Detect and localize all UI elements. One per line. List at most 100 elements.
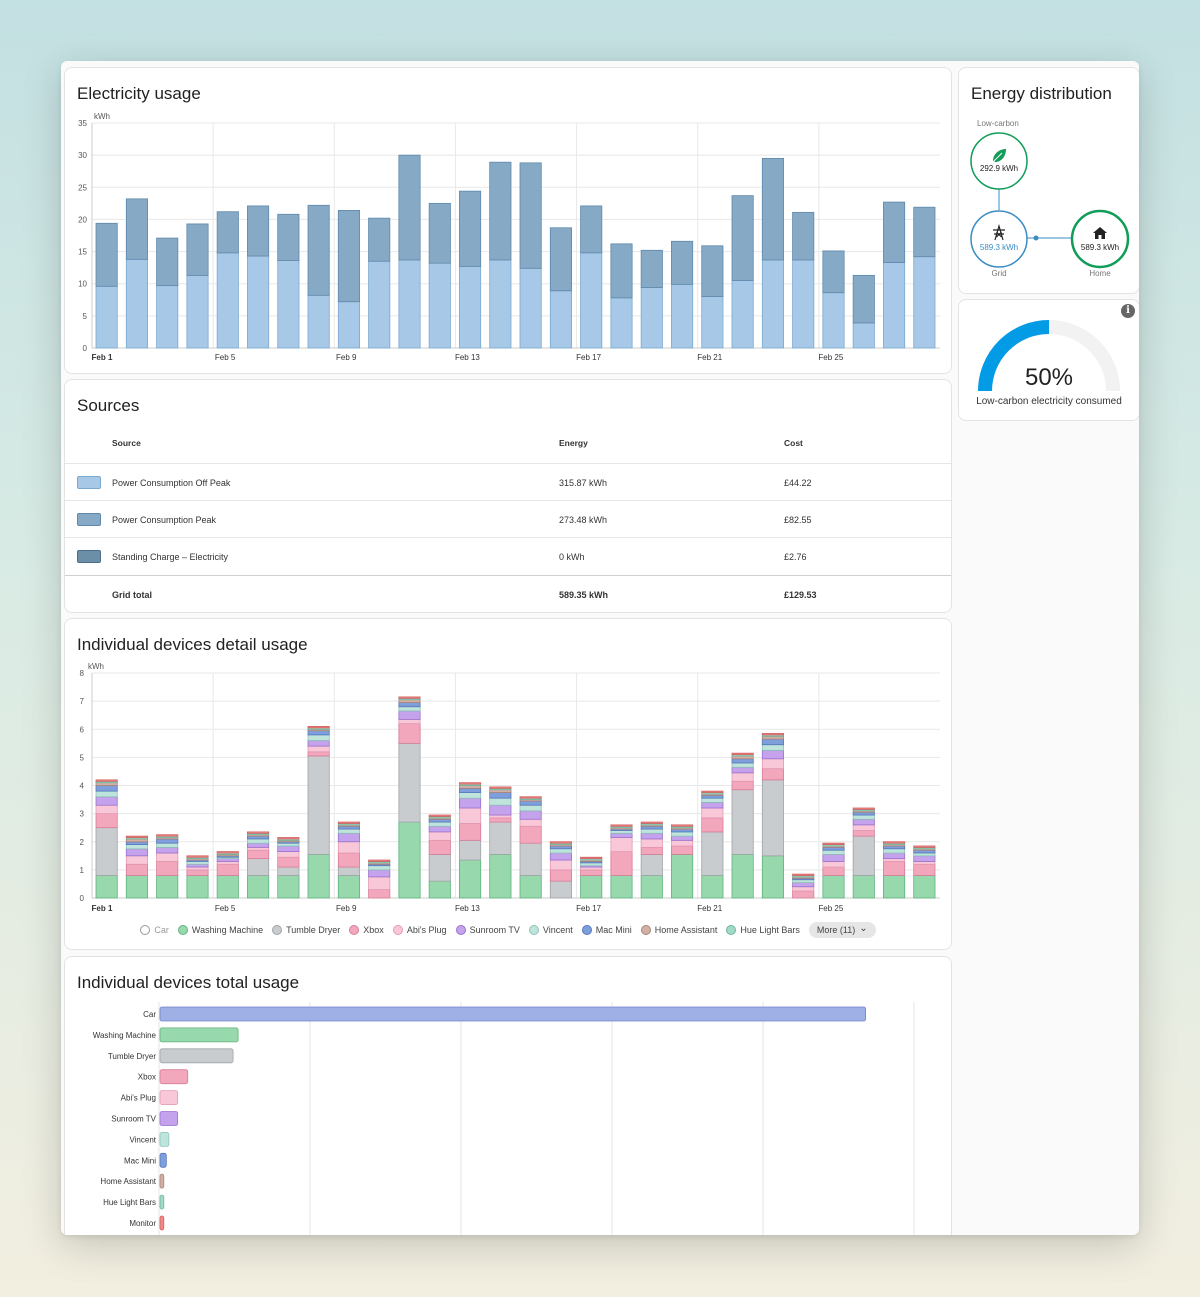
device-bar-segment[interactable] [156, 842, 179, 848]
device-bar-segment[interactable] [671, 828, 694, 833]
device-bar-segment[interactable] [186, 869, 209, 876]
device-bar-segment[interactable] [883, 841, 906, 844]
device-bar-segment[interactable] [337, 825, 360, 830]
device-bar-segment[interactable] [125, 863, 148, 876]
device-bar-segment[interactable] [671, 831, 694, 837]
usage-bar-segment[interactable] [701, 245, 724, 297]
device-bar-segment[interactable] [337, 832, 360, 843]
device-bar-segment[interactable] [459, 785, 482, 789]
device-bar-segment[interactable] [519, 875, 542, 899]
usage-bar-segment[interactable] [459, 190, 482, 267]
device-bar-segment[interactable] [580, 875, 603, 899]
device-bar-segment[interactable] [125, 844, 148, 850]
device-bar-segment[interactable] [640, 828, 663, 834]
usage-bar-segment[interactable] [671, 283, 694, 349]
device-bar-segment[interactable] [489, 786, 512, 789]
device-bar-segment[interactable] [398, 719, 421, 725]
device-bar-segment[interactable] [701, 794, 724, 799]
source-color-swatch[interactable] [77, 550, 101, 563]
usage-bar-segment[interactable] [792, 211, 815, 261]
usage-bar-segment[interactable] [216, 211, 239, 254]
usage-bar-segment[interactable] [307, 204, 330, 296]
usage-bar-segment[interactable] [519, 267, 542, 349]
device-bar-segment[interactable] [731, 789, 754, 855]
usage-bar-segment[interactable] [428, 262, 451, 349]
usage-bar-segment[interactable] [610, 243, 633, 299]
electricity-usage-chart[interactable]: 0 5 10 15 20 25 30 35 kWh Feb 1 Feb 5 Feb 9 Feb 13 Fe… [65, 68, 951, 373]
device-bar-segment[interactable] [913, 875, 936, 899]
header-energy[interactable]: Energy [559, 438, 588, 448]
device-bar-segment[interactable] [459, 807, 482, 824]
device-bar-segment[interactable] [216, 863, 239, 876]
device-bar-segment[interactable] [277, 856, 300, 868]
usage-bar-segment[interactable] [580, 252, 603, 349]
device-bar-segment[interactable] [125, 848, 148, 857]
device-bar-segment[interactable] [307, 755, 330, 855]
usage-bar-segment[interactable] [368, 260, 391, 349]
device-total-bar[interactable] [159, 1006, 866, 1022]
usage-bar-segment[interactable] [671, 240, 694, 285]
usage-bar-segment[interactable] [156, 285, 179, 349]
usage-bar-segment[interactable] [731, 280, 754, 349]
device-total-bar[interactable] [159, 1152, 167, 1168]
device-bar-segment[interactable] [761, 744, 784, 751]
device-bar-segment[interactable] [489, 789, 512, 793]
device-bar-segment[interactable] [368, 869, 391, 878]
usage-bar-segment[interactable] [337, 301, 360, 349]
device-total-bar[interactable] [159, 1090, 179, 1106]
device-bar-segment[interactable] [640, 854, 663, 876]
usage-bar-segment[interactable] [489, 161, 512, 261]
device-bar-segment[interactable] [489, 817, 512, 823]
device-bar-segment[interactable] [156, 838, 179, 844]
device-bar-segment[interactable] [489, 854, 512, 899]
device-bar-segment[interactable] [731, 772, 754, 782]
device-bar-segment[interactable] [247, 835, 270, 840]
device-bar-segment[interactable] [731, 762, 754, 768]
device-bar-segment[interactable] [398, 821, 421, 899]
device-bar-segment[interactable] [247, 849, 270, 860]
device-bar-segment[interactable] [852, 814, 875, 820]
device-bar-segment[interactable] [701, 831, 724, 876]
usage-bar-segment[interactable] [125, 258, 148, 349]
legend-item[interactable]: Tumble Dryer [272, 925, 340, 935]
usage-bar-segment[interactable] [368, 217, 391, 262]
device-bar-segment[interactable] [337, 828, 360, 834]
device-bar-segment[interactable] [398, 723, 421, 744]
usage-bar-segment[interactable] [398, 259, 421, 349]
usage-bar-segment[interactable] [398, 154, 421, 261]
device-bar-segment[interactable] [398, 699, 421, 703]
device-bar-segment[interactable] [398, 742, 421, 823]
device-bar-segment[interactable] [610, 875, 633, 899]
usage-bar-segment[interactable] [428, 202, 451, 264]
device-bar-segment[interactable] [792, 890, 815, 899]
usage-bar-segment[interactable] [852, 274, 875, 324]
device-total-bar[interactable] [159, 1048, 234, 1064]
usage-bar-segment[interactable] [277, 213, 300, 261]
device-bar-segment[interactable] [883, 852, 906, 860]
source-row[interactable]: Power Consumption Peak 273.48 kWh £82.55 [65, 500, 951, 538]
device-bar-segment[interactable] [428, 814, 451, 817]
device-bar-segment[interactable] [186, 861, 209, 865]
device-bar-segment[interactable] [186, 866, 209, 871]
device-bar-segment[interactable] [852, 818, 875, 826]
usage-bar-segment[interactable] [610, 297, 633, 349]
device-bar-segment[interactable] [610, 824, 633, 827]
device-bar-segment[interactable] [822, 842, 845, 845]
device-bar-segment[interactable] [277, 845, 300, 852]
device-bar-segment[interactable] [489, 804, 512, 816]
usage-bar-segment[interactable] [186, 223, 209, 276]
device-bar-segment[interactable] [95, 796, 118, 806]
device-bar-segment[interactable] [156, 852, 179, 862]
device-bar-segment[interactable] [671, 824, 694, 827]
device-bar-segment[interactable] [701, 817, 724, 833]
legend-item[interactable]: Hue Light Bars [726, 925, 800, 935]
device-bar-segment[interactable] [731, 752, 754, 755]
device-bar-segment[interactable] [701, 790, 724, 793]
device-bar-segment[interactable] [95, 779, 118, 782]
usage-bar-segment[interactable] [95, 222, 118, 287]
device-bar-segment[interactable] [368, 889, 391, 899]
usage-bar-segment[interactable] [580, 205, 603, 254]
legend-more-button[interactable]: More (11) ⌄ [808, 922, 876, 938]
device-total-bar[interactable] [159, 1111, 179, 1126]
